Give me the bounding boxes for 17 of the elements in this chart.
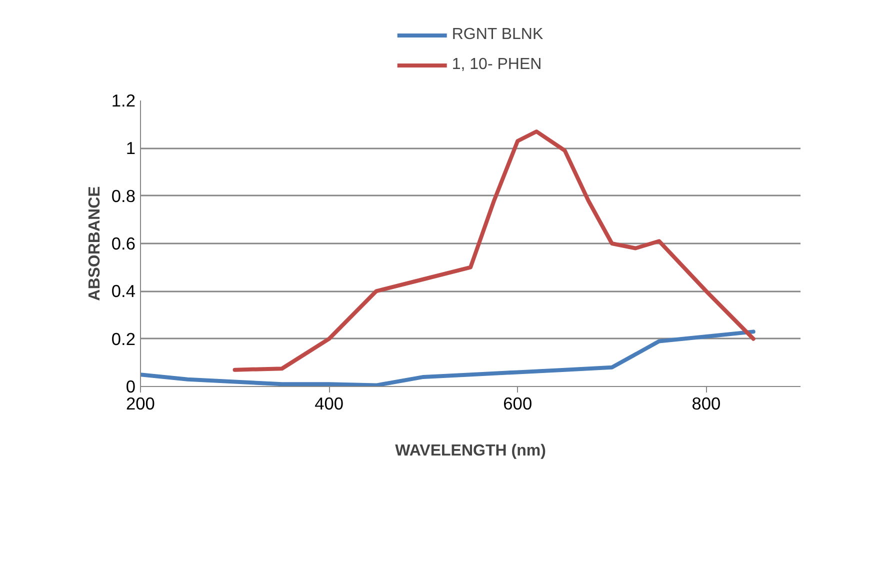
x-tick-label: 400 [314, 394, 344, 414]
y-tick-label: 1 [126, 138, 136, 158]
line-series [140, 330, 756, 386]
x-axis-title: WAVELENGTH (nm) [395, 442, 546, 460]
legend-label: RGNT BLNK [452, 26, 544, 44]
y-axis-title: ABSORBANCE [86, 186, 104, 301]
legend-label: 1, 10- PHEN [452, 56, 542, 74]
x-tick-label: 800 [692, 394, 721, 414]
y-tick-label: 1.2 [111, 90, 136, 110]
y-tick-label: 0.6 [111, 234, 136, 254]
y-tick-label: 0.8 [111, 186, 136, 206]
line-series [232, 129, 756, 372]
x-tick-label: 600 [503, 394, 532, 414]
x-tick-label: 200 [126, 394, 155, 414]
y-tick-label: 0.2 [111, 328, 136, 349]
y-tick-label: 0.4 [111, 281, 136, 302]
y-tick-label: 0 [126, 376, 136, 396]
